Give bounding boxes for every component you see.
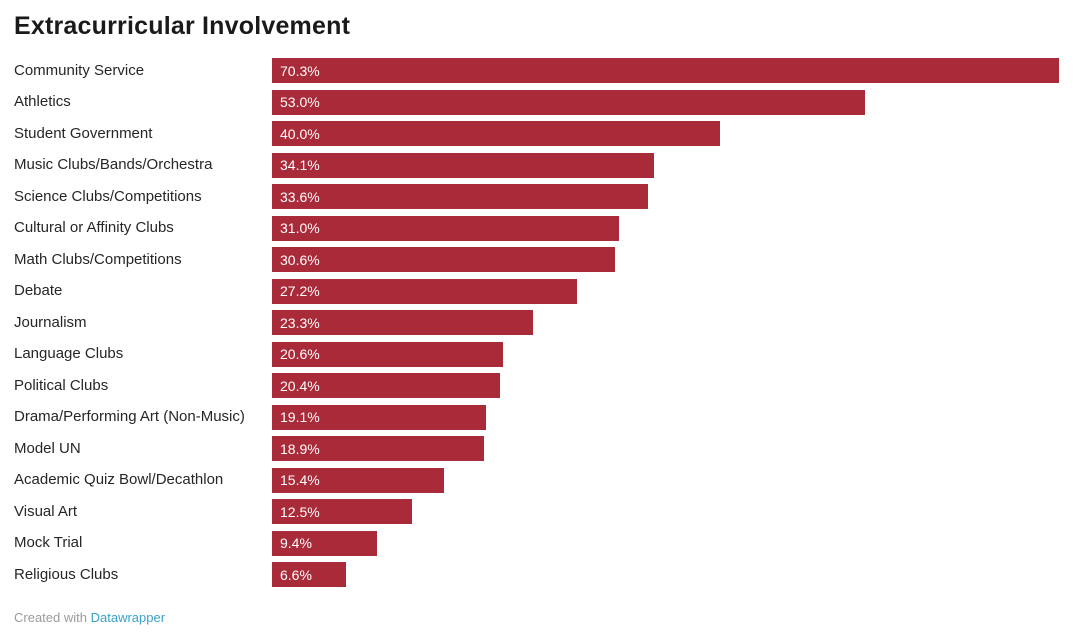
bar-track: 15.4% xyxy=(272,467,1059,493)
category-label: Language Clubs xyxy=(14,346,124,362)
bar-row: Language Clubs 20.6% xyxy=(14,339,1059,371)
bar: 6.6% xyxy=(272,562,346,588)
bar-track: 31.0% xyxy=(272,215,1059,241)
category-label: Mock Trial xyxy=(14,535,83,551)
bar-value-label: 20.4% xyxy=(280,377,320,394)
bar-value-label: 9.4% xyxy=(280,535,312,552)
bar-row: Student Government 40.0% xyxy=(14,118,1059,150)
category-label: Student Government xyxy=(14,125,153,142)
bar: 27.2% xyxy=(272,278,577,304)
bar-row: Model UN 18.9% xyxy=(14,433,1059,465)
category-label: Drama/Performing Art (Non-Music) xyxy=(14,409,245,425)
bar-value-label: 15.4% xyxy=(280,472,320,489)
category-label: Cultural or Affinity Clubs xyxy=(14,220,174,236)
bar: 18.9% xyxy=(272,436,484,462)
bar: 20.6% xyxy=(272,341,503,367)
category-label: Community Service xyxy=(14,62,145,79)
category-label: Athletics xyxy=(14,94,71,110)
bar: 15.4% xyxy=(272,467,445,493)
bar-row: Music Clubs/Bands/Orchestra 34.1% xyxy=(14,150,1059,182)
bar-row: Political Clubs 20.4% xyxy=(14,370,1059,402)
bar-value-label: 34.1% xyxy=(280,157,320,174)
bar-row: Cultural or Affinity Clubs 31.0% xyxy=(14,213,1059,245)
bar-track: 9.4% xyxy=(272,530,1059,556)
category-label: Academic Quiz Bowl/Decathlon xyxy=(14,472,224,488)
bar-track: 19.1% xyxy=(272,404,1059,430)
bar-row: Visual Art 12.5% xyxy=(14,496,1059,528)
category-label: Music Clubs/Bands/Orchestra xyxy=(14,157,213,173)
bar: 40.0% xyxy=(272,121,720,147)
bar-row: Science Clubs/Competitions 33.6% xyxy=(14,181,1059,213)
bar-track: 34.1% xyxy=(272,152,1059,178)
category-label: Political Clubs xyxy=(14,377,109,394)
bar-row: Math Clubs/Competitions 30.6% xyxy=(14,244,1059,276)
bar-row: Mock Trial 9.4% xyxy=(14,528,1059,560)
bar-row: Debate 27.2% xyxy=(14,276,1059,308)
bar-value-label: 20.6% xyxy=(280,346,320,363)
bar: 19.1% xyxy=(272,404,486,430)
bar-value-label: 40.0% xyxy=(280,125,320,142)
bar-value-label: 18.9% xyxy=(280,440,320,457)
category-label: Math Clubs/Competitions xyxy=(14,251,182,268)
bar-value-label: 19.1% xyxy=(280,409,320,426)
category-label: Journalism xyxy=(14,314,87,331)
bar-track: 18.9% xyxy=(272,436,1059,462)
bar-value-label: 6.6% xyxy=(280,566,312,583)
bar-value-label: 70.3% xyxy=(280,62,320,79)
attribution-footer: Created with Datawrapper xyxy=(14,610,1059,625)
bar-value-label: 27.2% xyxy=(280,283,320,300)
bar-track: 33.6% xyxy=(272,184,1059,210)
bar-value-label: 23.3% xyxy=(280,314,320,331)
bar-track: 6.6% xyxy=(272,562,1059,588)
bar: 31.0% xyxy=(272,215,620,241)
category-label: Religious Clubs xyxy=(14,566,119,583)
bar-value-label: 53.0% xyxy=(280,94,320,111)
bar: 30.6% xyxy=(272,247,615,273)
bar-rows: Community Service 70.3% Athletics 53.0% Stud… xyxy=(14,55,1059,591)
bar: 20.4% xyxy=(272,373,501,399)
bar-track: 30.6% xyxy=(272,247,1059,273)
bar-value-label: 12.5% xyxy=(280,503,320,520)
bar-track: 20.6% xyxy=(272,341,1059,367)
category-label: Debate xyxy=(14,283,63,299)
bar-track: 20.4% xyxy=(272,373,1059,399)
created-with-text: Created with xyxy=(14,609,87,625)
bar: 23.3% xyxy=(272,310,533,336)
bar-row: Academic Quiz Bowl/Decathlon 15.4% xyxy=(14,465,1059,497)
bar-track: 70.3% xyxy=(272,58,1059,84)
bar-row: Journalism 23.3% xyxy=(14,307,1059,339)
bar-row: Religious Clubs 6.6% xyxy=(14,559,1059,591)
bar: 34.1% xyxy=(272,152,654,178)
chart-title: Extracurricular Involvement xyxy=(14,12,351,40)
bar: 33.6% xyxy=(272,184,649,210)
bar-row: Athletics 53.0% xyxy=(14,87,1059,119)
bar-value-label: 31.0% xyxy=(280,220,320,237)
bar-track: 40.0% xyxy=(272,121,1059,147)
bar-row: Drama/Performing Art (Non-Music) 19.1% xyxy=(14,402,1059,434)
bar-track: 53.0% xyxy=(272,89,1059,115)
bar-track: 12.5% xyxy=(272,499,1059,525)
bar: 53.0% xyxy=(272,89,866,115)
category-label: Science Clubs/Competitions xyxy=(14,188,202,205)
bar-row: Community Service 70.3% xyxy=(14,55,1059,87)
bar-track: 23.3% xyxy=(272,310,1059,336)
bar: 9.4% xyxy=(272,530,378,556)
bar-value-label: 30.6% xyxy=(280,251,320,268)
category-label: Model UN xyxy=(14,440,81,457)
category-label: Visual Art xyxy=(14,503,78,520)
bar: 70.3% xyxy=(272,58,1059,84)
bar: 12.5% xyxy=(272,499,412,525)
datawrapper-link[interactable]: Datawrapper xyxy=(90,609,166,625)
bar-track: 27.2% xyxy=(272,278,1059,304)
bar-value-label: 33.6% xyxy=(280,188,320,205)
